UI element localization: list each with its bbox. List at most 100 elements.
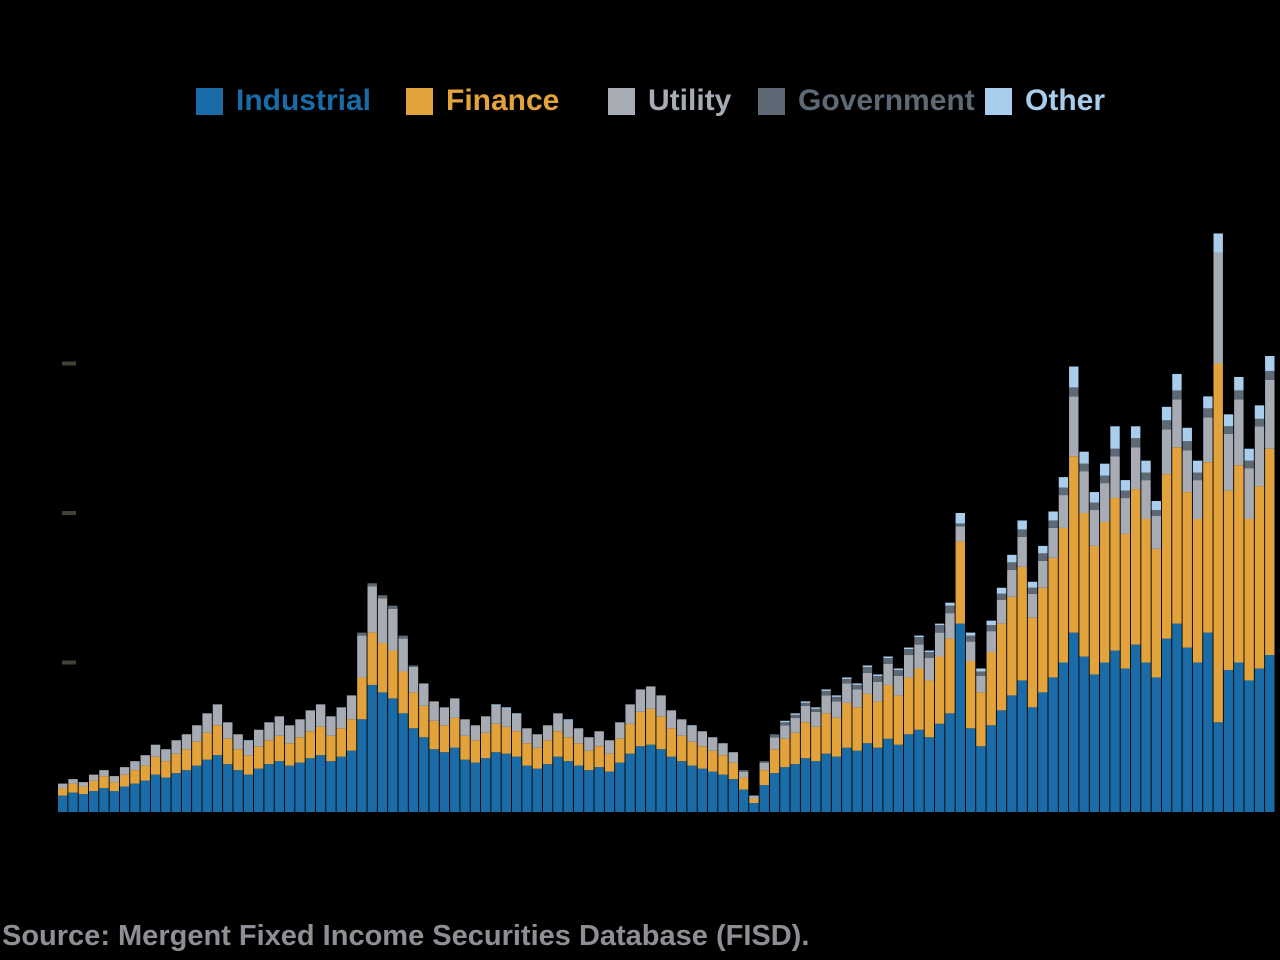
bar-segment-industrial [759, 785, 769, 812]
bar-segment-utility [336, 707, 346, 729]
bar-segment-industrial [161, 777, 171, 813]
bar-segment-utility [955, 526, 965, 542]
bar-segment-industrial [284, 765, 295, 812]
bar-segment-finance [842, 702, 852, 748]
bar-segment-finance [677, 735, 687, 762]
bar-segment-industrial [1182, 647, 1192, 812]
bar-segment-industrial [1007, 695, 1017, 812]
bar-segment-government [759, 761, 769, 763]
bar-segment-industrial [728, 779, 739, 812]
bar-segment-other [1027, 581, 1038, 588]
bar-segment-other [852, 683, 862, 685]
bar-segment-utility [883, 664, 893, 685]
bar-segment-other [790, 713, 800, 715]
bar-segment-utility [1223, 433, 1234, 491]
legend-swatch-industrial [196, 87, 223, 115]
bar-segment-utility [58, 783, 68, 789]
bar-segment-finance [1100, 521, 1110, 663]
bar-segment-finance [511, 731, 522, 757]
bar-segment-utility [398, 638, 408, 672]
bar-segment-government [1120, 490, 1131, 499]
bar-segment-industrial [769, 773, 780, 812]
bar-segment-utility [666, 710, 677, 729]
bar-segment-finance [780, 738, 790, 768]
bar-segment-industrial [811, 761, 821, 812]
bar-segment-utility [1100, 483, 1110, 522]
bar-segment-utility [1120, 498, 1131, 534]
bar-segment-other [976, 668, 986, 672]
bar-segment-industrial [68, 792, 78, 813]
bar-segment-other [1234, 376, 1244, 391]
bar-segment-finance [976, 692, 986, 747]
bar-segment-utility [78, 782, 89, 787]
bar-segment-other [945, 602, 955, 606]
bar-segment-government [1038, 553, 1048, 561]
bar-segment-finance [542, 740, 553, 765]
bar-segment-finance [161, 761, 171, 778]
bar-segment-other [831, 695, 842, 697]
bar-segment-finance [728, 762, 739, 780]
bar-segment-utility [419, 683, 429, 706]
bar-segment-utility [759, 762, 769, 771]
bar-segment-finance [1192, 518, 1203, 663]
bar-segment-finance [254, 746, 264, 769]
bar-segment-government [862, 666, 873, 673]
bar-segment-utility [1079, 471, 1089, 513]
bar-segment-finance [749, 798, 759, 804]
bar-segment-utility [192, 725, 202, 742]
bar-segment-government [1100, 475, 1110, 484]
bar-segment-finance [1027, 617, 1038, 708]
bar-segment-industrial [1203, 632, 1213, 812]
bar-segment-government [883, 658, 893, 664]
bar-segment-industrial [542, 764, 553, 812]
bar-segment-finance [1161, 474, 1172, 639]
bar-segment-other [1058, 477, 1069, 488]
bar-segment-industrial [1089, 674, 1100, 812]
bar-segment-finance [419, 705, 429, 738]
bar-segment-utility [481, 716, 491, 733]
bar-segment-government [1172, 390, 1182, 400]
bar-segment-utility [367, 586, 377, 633]
bar-segment-industrial [976, 746, 986, 812]
bar-segment-government [1182, 441, 1192, 451]
bar-segment-industrial [398, 713, 408, 812]
bar-segment-utility [831, 701, 842, 718]
bar-segment-industrial [945, 713, 955, 812]
bar-segment-finance [790, 732, 800, 765]
bar-segment-finance [1058, 527, 1069, 663]
bar-segment-other [1141, 460, 1151, 473]
bar-segment-industrial [491, 752, 501, 812]
bar-segment-finance [1141, 518, 1151, 663]
bar-segment-other [1007, 554, 1017, 563]
bar-segment-industrial [481, 758, 491, 812]
bar-segment-utility [450, 698, 460, 718]
bar-segment-finance [769, 749, 780, 774]
bar-segment-utility [254, 729, 264, 747]
bar-segment-utility [68, 779, 78, 784]
bar-segment-finance [367, 632, 377, 685]
bar-segment-government [986, 625, 996, 632]
bar-segment-industrial [656, 749, 666, 812]
bar-segment-finance [171, 753, 181, 774]
bar-segment-finance [460, 735, 470, 760]
bar-segment-finance [274, 735, 285, 762]
bar-segment-utility [357, 635, 367, 678]
bar-segment-other [1213, 233, 1223, 253]
bar-segment-finance [707, 750, 718, 772]
bar-segment-utility [945, 613, 955, 639]
bar-segment-utility [1161, 429, 1172, 475]
bar-segment-industrial [58, 795, 68, 812]
bar-segment-industrial [419, 737, 429, 812]
bar-segment-finance [336, 728, 346, 757]
bar-segment-finance [1079, 513, 1089, 657]
bar-segment-industrial [934, 723, 945, 812]
bar-segment-industrial [965, 728, 976, 812]
bar-segment-utility [99, 770, 109, 777]
bar-segment-utility [1110, 456, 1120, 499]
bar-segment-industrial [831, 756, 842, 812]
bar-segment-government [976, 671, 986, 676]
legend-label-utility: Utility [648, 84, 732, 117]
bar-segment-government [1203, 408, 1213, 418]
bar-segment-utility [646, 686, 656, 709]
